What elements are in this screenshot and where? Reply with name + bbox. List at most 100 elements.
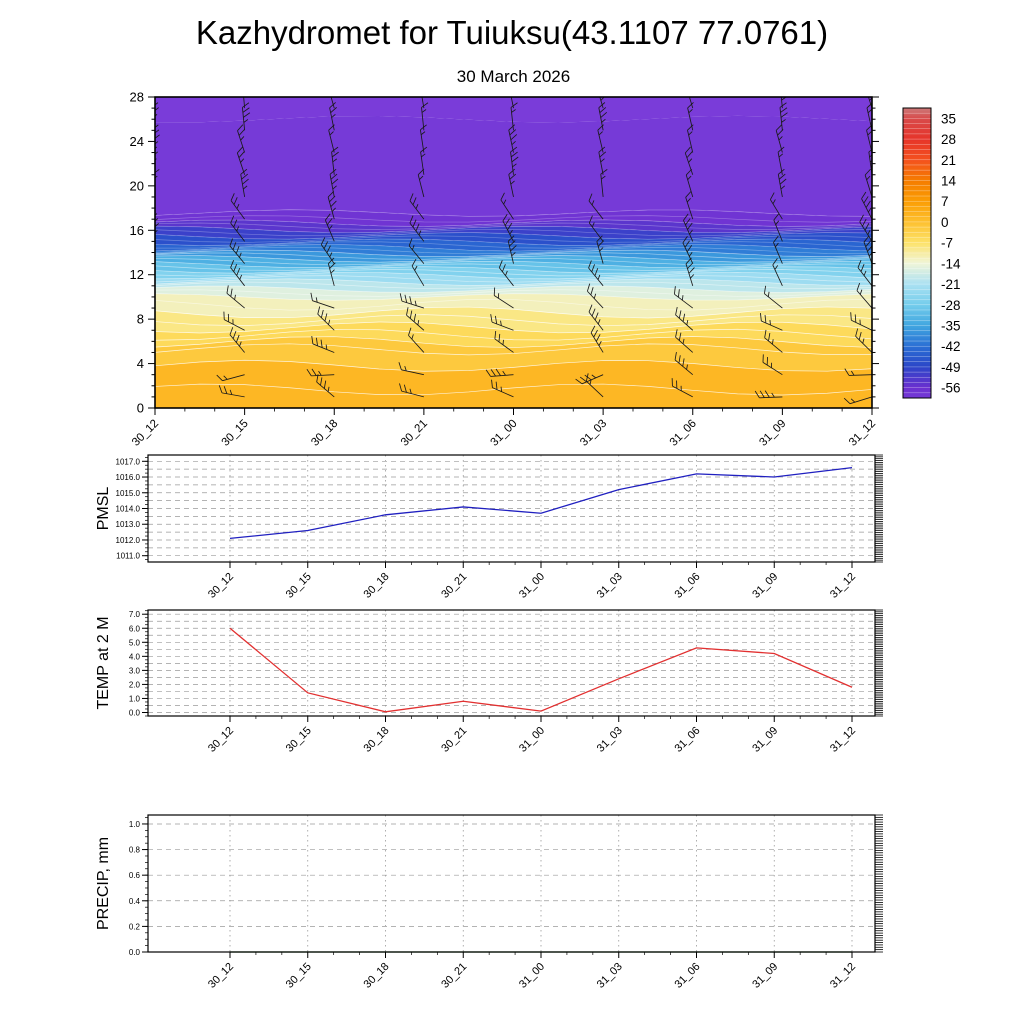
svg-text:35: 35 (941, 111, 956, 126)
pmsl-right-tick-comb (875, 454, 883, 563)
svg-text:7.0: 7.0 (129, 610, 141, 619)
svg-text:31_09: 31_09 (750, 571, 780, 601)
pmsl-y-axis: 1011.0 1012.0 1013.0 1014.0 1015.0 1016.0 1017… (116, 457, 148, 561)
pmsl-panel: 1011.0 1012.0 1013.0 1014.0 1015.0 1016.0 1017… (95, 454, 883, 601)
svg-text:-21: -21 (941, 277, 961, 292)
svg-text:24: 24 (130, 134, 144, 149)
svg-text:20: 20 (130, 178, 144, 193)
svg-text:1015.0: 1015.0 (116, 489, 141, 498)
precip-x-axis-labels: 30_12 30_15 30_18 30_21 31_00 31_03 31_06 31_09… (206, 961, 858, 991)
svg-text:1.0: 1.0 (129, 820, 141, 829)
svg-text:4: 4 (137, 356, 144, 371)
svg-text:31_09: 31_09 (750, 725, 780, 755)
svg-text:0.6: 0.6 (129, 871, 141, 880)
svg-text:1013.0: 1013.0 (116, 520, 141, 529)
svg-text:0.2: 0.2 (129, 922, 141, 931)
temp-x-axis-labels: 30_12 30_15 30_18 30_21 31_00 31_03 31_06 31_09… (206, 725, 858, 755)
contour-lines (155, 209, 872, 396)
svg-text:30_15: 30_15 (284, 571, 314, 601)
svg-text:1012.0: 1012.0 (116, 536, 141, 545)
page-title: Kazhydromet for Tuiuksu(43.1107 77.0761) (195, 14, 829, 51)
colorbar-labels: 35 28 21 14 7 0 -7 -14 -21 -28 -35 -42 -49 -56 (941, 111, 961, 395)
svg-text:1011.0: 1011.0 (116, 552, 140, 561)
svg-text:31_03: 31_03 (595, 725, 625, 755)
chart-subtitle: 30 March 2026 (456, 67, 571, 86)
pmsl-series-line (229, 466, 853, 540)
svg-text:31_12: 31_12 (847, 418, 878, 449)
svg-text:2.0: 2.0 (129, 680, 141, 689)
precip-panel: 0.0 0.2 0.4 0.6 0.8 1.0 30_12 30_15 30_18 30_21 31… (95, 814, 883, 991)
temp-right-tick-comb (875, 609, 883, 717)
svg-text:1014.0: 1014.0 (116, 505, 141, 514)
precip-grid (148, 815, 875, 952)
svg-text:28: 28 (941, 132, 956, 147)
svg-text:1016.0: 1016.0 (116, 473, 141, 482)
svg-text:0.4: 0.4 (129, 897, 141, 906)
svg-text:1.0: 1.0 (129, 694, 141, 703)
svg-text:30_15: 30_15 (284, 961, 314, 991)
svg-text:30_18: 30_18 (362, 725, 392, 755)
svg-text:14: 14 (941, 174, 957, 189)
precip-axis-title: PRECIP, mm (95, 837, 112, 930)
svg-text:31_00: 31_00 (489, 418, 520, 449)
svg-text:30_12: 30_12 (206, 725, 236, 755)
svg-text:31_00: 31_00 (517, 961, 547, 991)
temp-series-line (229, 627, 853, 713)
svg-text:-7: -7 (941, 236, 953, 251)
precip-y-axis: 0.0 0.2 0.4 0.6 0.8 1.0 (129, 817, 148, 957)
svg-text:30_18: 30_18 (362, 571, 392, 601)
svg-text:30_12: 30_12 (206, 961, 236, 991)
svg-text:30_21: 30_21 (439, 961, 469, 991)
svg-text:31_09: 31_09 (750, 961, 780, 991)
svg-text:21: 21 (941, 153, 956, 168)
svg-text:0.8: 0.8 (129, 846, 141, 855)
svg-text:31_00: 31_00 (517, 571, 547, 601)
svg-text:12: 12 (130, 267, 144, 282)
svg-text:5.0: 5.0 (129, 638, 141, 647)
svg-text:31_06: 31_06 (673, 725, 703, 755)
cross-section-panel: 0 4 8 12 16 20 24 28 30_12 30_15 30_18 30_21 31_00 31… (130, 90, 879, 449)
svg-text:30_21: 30_21 (399, 418, 430, 449)
svg-text:30_21: 30_21 (439, 571, 469, 601)
svg-text:30_21: 30_21 (439, 725, 469, 755)
svg-text:31_09: 31_09 (757, 418, 788, 449)
pmsl-axis-title: PMSL (95, 487, 112, 531)
precip-right-tick-comb (875, 814, 883, 953)
svg-text:30_18: 30_18 (362, 961, 392, 991)
svg-text:30_15: 30_15 (220, 418, 251, 449)
svg-text:3.0: 3.0 (129, 666, 141, 675)
svg-text:30_18: 30_18 (309, 418, 340, 449)
svg-text:30_12: 30_12 (206, 571, 236, 601)
svg-text:31_06: 31_06 (668, 418, 699, 449)
svg-text:31_03: 31_03 (595, 961, 625, 991)
svg-text:31_06: 31_06 (673, 571, 703, 601)
svg-text:28: 28 (130, 90, 144, 105)
svg-text:-14: -14 (941, 256, 961, 271)
svg-text:30_15: 30_15 (284, 725, 314, 755)
svg-text:31_12: 31_12 (828, 725, 858, 755)
wind-barbs (155, 97, 872, 405)
pmsl-x-axis-labels: 30_12 30_15 30_18 30_21 31_00 31_03 31_06 31_09… (206, 571, 858, 601)
svg-text:31_06: 31_06 (673, 961, 703, 991)
svg-text:4.0: 4.0 (129, 652, 141, 661)
svg-text:-35: -35 (941, 319, 961, 334)
temp-panel: 0.01.02.03.04.05.06.07.030_12 30_15 30_18 3… (95, 609, 883, 755)
top-x-axis-labels: 30_12 30_15 30_18 30_21 31_00 31_03 31_06 31_09… (130, 418, 878, 449)
temp-y-axis: 0.0 1.0 2.0 3.0 4.0 5.0 6.0 7.0 (129, 610, 148, 717)
temp-grid (148, 610, 875, 716)
svg-text:30_12: 30_12 (130, 418, 161, 449)
svg-text:7: 7 (941, 194, 949, 209)
svg-text:-49: -49 (941, 360, 961, 375)
svg-text:-42: -42 (941, 339, 961, 354)
svg-text:-56: -56 (941, 381, 961, 396)
svg-text:31_12: 31_12 (828, 961, 858, 991)
svg-text:6.0: 6.0 (129, 624, 141, 633)
svg-text:31_03: 31_03 (578, 418, 609, 449)
colorbar: 35 28 21 14 7 0 -7 -14 -21 -28 -35 -42 -49 -56 (902, 107, 961, 399)
svg-text:31_12: 31_12 (828, 571, 858, 601)
pmsl-grid (148, 455, 875, 562)
svg-text:0: 0 (137, 401, 144, 416)
svg-text:-28: -28 (941, 298, 961, 313)
svg-text:16: 16 (130, 223, 144, 238)
